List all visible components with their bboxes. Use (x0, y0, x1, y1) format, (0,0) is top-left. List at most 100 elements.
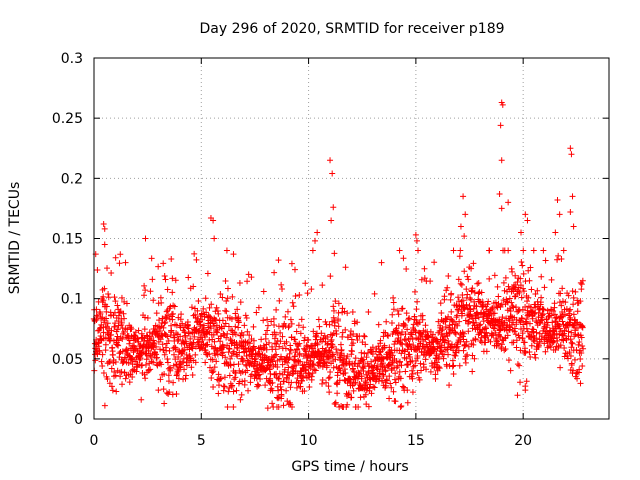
data-point (505, 199, 512, 206)
data-point (469, 368, 476, 375)
data-point (275, 403, 282, 410)
data-point (247, 379, 254, 386)
data-point (330, 204, 337, 211)
data-point (264, 405, 271, 412)
data-point (419, 316, 426, 323)
data-point (448, 290, 455, 297)
data-point (350, 330, 357, 337)
data-point (161, 351, 168, 358)
data-point (92, 357, 99, 364)
data-point (314, 229, 321, 236)
data-point (242, 312, 249, 319)
data-point (157, 376, 164, 383)
data-point (250, 343, 257, 350)
data-point (517, 347, 524, 354)
data-point (296, 350, 303, 357)
data-point (541, 320, 548, 327)
data-point (556, 299, 563, 306)
data-point (579, 362, 586, 369)
data-point (568, 151, 575, 158)
data-point (272, 331, 279, 338)
data-point (327, 157, 334, 164)
data-point (461, 268, 468, 275)
data-point (333, 327, 340, 334)
data-point (348, 347, 355, 354)
data-point (147, 366, 154, 373)
data-point (277, 329, 284, 336)
data-point (445, 351, 452, 358)
data-point (289, 299, 296, 306)
data-point (241, 322, 248, 329)
data-point (94, 266, 101, 273)
data-point (285, 364, 292, 371)
data-point (206, 313, 213, 320)
data-point (422, 356, 429, 363)
data-point (390, 388, 397, 395)
data-point (561, 330, 568, 337)
data-point (550, 307, 557, 314)
data-point (365, 309, 372, 316)
data-point (213, 304, 220, 311)
data-point (224, 295, 231, 302)
data-point (117, 251, 124, 258)
data-point (312, 367, 319, 374)
data-point (406, 341, 413, 348)
data-point (328, 336, 335, 343)
data-point (392, 379, 399, 386)
data-point (223, 247, 230, 254)
data-point (448, 308, 455, 315)
data-point (465, 343, 472, 350)
data-point (263, 346, 270, 353)
data-point (408, 331, 415, 338)
data-point (570, 294, 577, 301)
data-point (404, 387, 411, 394)
data-point (256, 371, 263, 378)
data-point (481, 311, 488, 318)
data-point (93, 312, 100, 319)
data-point (570, 223, 577, 230)
data-point (171, 303, 178, 310)
data-point (151, 340, 158, 347)
data-point (280, 402, 287, 409)
data-point (325, 383, 332, 390)
data-point (291, 266, 298, 273)
data-point (436, 340, 443, 347)
data-point (114, 341, 121, 348)
data-point (249, 353, 256, 360)
data-point (427, 278, 434, 285)
data-point (414, 298, 421, 305)
data-point (135, 338, 142, 345)
data-point (157, 327, 164, 334)
data-point (567, 336, 574, 343)
data-points (90, 99, 587, 412)
data-point (464, 351, 471, 358)
data-point (381, 364, 388, 371)
data-point (232, 374, 239, 381)
data-point (511, 325, 518, 332)
data-point (368, 390, 375, 397)
data-point (300, 324, 307, 331)
data-point (379, 360, 386, 367)
data-point (477, 321, 484, 328)
data-point (291, 336, 298, 343)
data-point (539, 305, 546, 312)
data-point (496, 332, 503, 339)
data-point (505, 247, 512, 254)
data-point (397, 337, 404, 344)
data-point (393, 358, 400, 365)
data-point (217, 338, 224, 345)
data-point (279, 333, 286, 340)
data-point (158, 299, 165, 306)
data-point (268, 318, 275, 325)
data-point (395, 322, 402, 329)
data-point (561, 345, 568, 352)
data-point (386, 395, 393, 402)
data-point (112, 254, 119, 261)
data-point (475, 279, 482, 286)
data-point (288, 379, 295, 386)
data-point (508, 313, 515, 320)
data-point (161, 400, 168, 407)
data-point (500, 279, 507, 286)
data-point (310, 328, 317, 335)
